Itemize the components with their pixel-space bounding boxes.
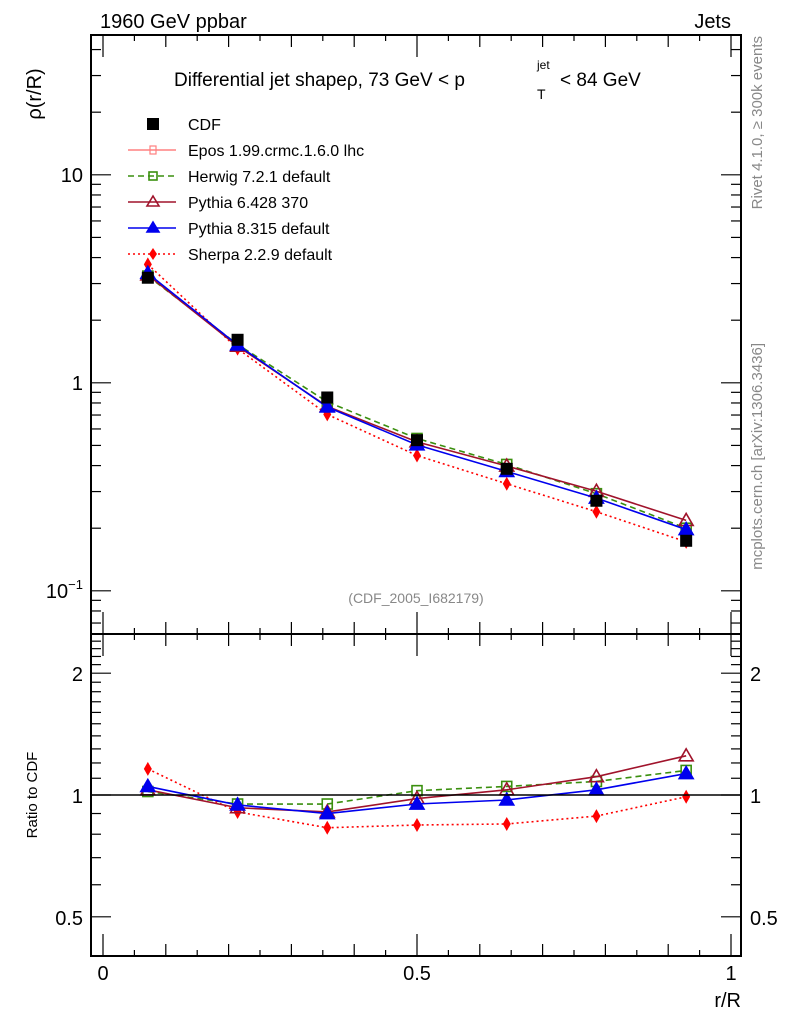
ratio-point-pythia-8-315-default	[677, 764, 695, 780]
point-cdf	[321, 391, 334, 404]
axes-layer: 0 0.5 1 10 1 10−1 2 2 1 1 0.5 0.5	[46, 34, 778, 985]
legend-label: Pythia 8.315 default	[188, 221, 330, 238]
legend-item-pythia-8-315-default: Pythia 8.315 default	[128, 220, 330, 238]
y-tick-label: 10−1	[46, 577, 83, 603]
header-left: 1960 GeV ppbar	[100, 11, 247, 33]
legend-label: CDF	[188, 117, 221, 134]
data-layer	[139, 257, 695, 835]
legend-marker	[147, 118, 159, 130]
y-tick-label-exponent: −1	[68, 577, 83, 592]
legend-marker	[149, 145, 157, 155]
legend-item-pythia-6-428-370: Pythia 6.428 370	[128, 194, 308, 212]
x-tick-label: 0	[97, 963, 108, 985]
ratio-point-pythia-8-315-default	[498, 791, 516, 806]
ratio-y-axis-label: Ratio to CDF	[24, 752, 41, 839]
point-sherpa-2-2-9-default	[143, 257, 152, 272]
x-axis-label: r/R	[714, 990, 741, 1012]
series-line-pythia-8-315-default	[147, 272, 687, 531]
point-sherpa-2-2-9-default	[413, 448, 421, 463]
legend-item-cdf: CDF	[147, 117, 221, 134]
ratio-point-sherpa-2-2-9-default	[502, 816, 511, 831]
ratio-point-pythia-8-315-default	[139, 777, 157, 793]
ratio-y-tick-label-left: 1	[72, 786, 83, 808]
ratio-point-sherpa-2-2-9-default	[592, 809, 601, 824]
legend-label: Herwig 7.2.1 default	[188, 169, 331, 186]
title-tail: < 84 GeV	[560, 70, 641, 91]
legend-marker	[148, 171, 158, 181]
ratio-point-pythia-8-315-default	[229, 796, 246, 811]
side-text-bottom: mcplots.cern.ch [arXiv:1306.3436]	[749, 343, 766, 570]
svg-text:Differential jet shapeρ, 73 Ge: Differential jet shapeρ, 73 GeV < p	[174, 70, 465, 91]
y-tick-label: 1	[72, 373, 83, 395]
point-sherpa-2-2-9-default	[592, 504, 601, 519]
legend-marker	[145, 194, 161, 207]
point-cdf	[411, 434, 423, 447]
series-line-pythia-6-428-370	[147, 274, 687, 522]
header-right: Jets	[694, 11, 731, 33]
ratio-y-tick-label-right: 2	[750, 664, 761, 686]
ratio-point-sherpa-2-2-9-default	[413, 818, 421, 833]
ratio-point-pythia-6-428-370	[677, 747, 695, 762]
ratio-point-pythia-8-315-default	[318, 804, 336, 820]
plot-title: Differential jet shapeρ, 73 GeV < p jet …	[174, 58, 641, 102]
legend-label: Epos 1.99.crmc.1.6.0 lhc	[188, 143, 364, 160]
point-cdf	[500, 462, 513, 475]
legend-label: Pythia 6.428 370	[188, 195, 308, 212]
ratio-point-sherpa-2-2-9-default	[323, 820, 332, 835]
ratio-y-tick-label-right: 1	[750, 786, 761, 808]
point-pythia-8-315-default	[318, 398, 336, 413]
legend-label: Sherpa 2.2.9 default	[188, 247, 333, 264]
side-text-top: Rivet 4.1.0, ≥ 300k events	[749, 36, 766, 209]
title-main: Differential jet shapeρ, 73 GeV < p	[174, 70, 465, 91]
point-cdf	[141, 271, 154, 284]
x-tick-label: 0.5	[403, 963, 431, 985]
point-cdf	[590, 494, 603, 507]
ratio-point-pythia-8-315-default	[408, 795, 426, 810]
legend-marker	[149, 248, 157, 260]
series-line-sherpa-2-2-9-default	[147, 263, 687, 543]
legend-marker	[145, 220, 161, 233]
legend: CDF Epos 1.99.crmc.1.6.0 lhc Herwig 7.2.1 …	[128, 117, 364, 264]
legend-item-sherpa-2-2-9-default: Sherpa 2.2.9 default	[128, 247, 333, 264]
point-sherpa-2-2-9-default	[502, 476, 511, 491]
title-sub: T	[537, 86, 546, 102]
ratio-y-tick-label-right: 0.5	[750, 908, 778, 930]
ratio-y-tick-label-left: 2	[72, 664, 83, 686]
y-axis-label: ρ(r/R)	[24, 68, 46, 119]
ratio-point-sherpa-2-2-9-default	[682, 789, 691, 804]
title-sup: jet	[536, 58, 550, 72]
series-line-herwig-7-2-1-default	[147, 275, 687, 529]
point-cdf	[680, 534, 693, 547]
legend-item-herwig-7-2-1-default: Herwig 7.2.1 default	[128, 169, 331, 186]
point-pythia-8-315-default	[677, 520, 695, 536]
legend-item-epos-1-99-crmc-1-6-0-lhc: Epos 1.99.crmc.1.6.0 lhc	[128, 143, 364, 160]
analysis-tag: (CDF_2005_I682179)	[348, 590, 483, 606]
ratio-point-sherpa-2-2-9-default	[143, 761, 152, 776]
ratio-y-tick-label-left: 0.5	[55, 908, 83, 930]
y-tick-label: 10	[61, 165, 83, 187]
x-tick-label: 1	[725, 963, 736, 985]
point-cdf	[231, 333, 244, 346]
